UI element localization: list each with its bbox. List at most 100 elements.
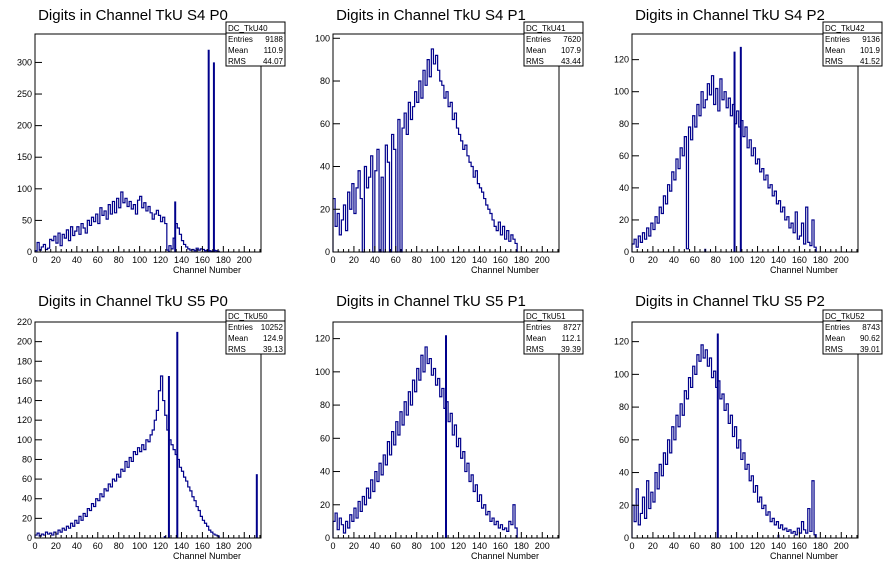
stats-box: DC_TkU40 Entries 9188 Mean 110.9 RMS 44.07	[225, 21, 286, 67]
y-tick-label: 20	[320, 204, 330, 214]
histogram-panel-3: Digits in Channel TkU S4 P2 0 20 40 60 80 100 1…	[614, 7, 883, 275]
x-tick-label: 180	[514, 541, 529, 551]
stats-rms-label: RMS	[526, 57, 544, 66]
stats-mean-value: 101.9	[860, 46, 881, 55]
stats-name: DC_TkU40	[228, 24, 268, 33]
x-tick-label: 20	[349, 255, 359, 265]
stats-entries-value: 8743	[862, 323, 880, 332]
x-tick-label: 100	[430, 255, 445, 265]
x-tick-label: 60	[391, 541, 401, 551]
x-tick-label: 100	[729, 541, 744, 551]
stats-mean-label: Mean	[825, 46, 845, 55]
x-tick-label: 140	[472, 255, 487, 265]
stats-box: DC_TkU52 Entries 8743 Mean 90.62 RMS 39.01	[822, 309, 883, 355]
x-tick-label: 80	[711, 255, 721, 265]
stats-box-frame	[523, 309, 584, 355]
histogram-series	[332, 48, 518, 253]
x-tick-label: 120	[153, 541, 168, 551]
stats-entries-label: Entries	[228, 323, 253, 332]
y-tick-label: 300	[17, 57, 32, 67]
chart-title: Digits in Channel TkU S4 P1	[336, 7, 526, 24]
y-tick-label: 80	[22, 454, 32, 464]
y-tick-label: 80	[619, 119, 629, 129]
x-tick-label: 60	[93, 255, 103, 265]
x-tick-label: 0	[32, 541, 37, 551]
x-axis-label: Channel Number	[471, 265, 539, 275]
y-tick-label: 20	[22, 513, 32, 523]
y-tick-label: 120	[614, 55, 629, 65]
x-tick-label: 120	[750, 255, 765, 265]
stats-mean-value: 107.9	[561, 46, 582, 55]
stats-box: DC_TkU51 Entries 8727 Mean 112.1 RMS 39.39	[523, 309, 584, 355]
y-tick-label: 100	[315, 33, 330, 43]
histogram-series	[631, 75, 817, 252]
y-tick-label: 250	[17, 89, 32, 99]
x-axis-label: Channel Number	[173, 265, 241, 275]
x-tick-label: 180	[514, 255, 529, 265]
x-tick-label: 20	[51, 541, 61, 551]
stats-mean-label: Mean	[526, 46, 546, 55]
stats-rms-label: RMS	[825, 57, 843, 66]
stats-entries-value: 7620	[563, 35, 581, 44]
y-tick-label: 60	[619, 151, 629, 161]
y-tick-label: 60	[320, 119, 330, 129]
stats-mean-label: Mean	[825, 334, 845, 343]
x-tick-label: 80	[412, 255, 422, 265]
x-tick-label: 20	[648, 255, 658, 265]
stats-box: DC_TkU42 Entries 9136 Mean 101.9 RMS 41.52	[822, 21, 883, 67]
y-tick-label: 180	[17, 356, 32, 366]
histogram-panel-6: Digits in Channel TkU S5 P2 0 20 40 60 80 100 1…	[614, 293, 883, 561]
stats-box-frame	[225, 21, 286, 67]
stats-entries-label: Entries	[526, 35, 551, 44]
x-tick-label: 60	[93, 541, 103, 551]
y-tick-label: 80	[320, 76, 330, 86]
x-tick-label: 200	[237, 541, 252, 551]
stats-box: DC_TkU50 Entries 10252 Mean 124.9 RMS 39.13	[225, 309, 286, 355]
histogram-panel-5: Digits in Channel TkU S5 P1 0 20 40 60 80 100 1…	[315, 293, 584, 561]
stats-name: DC_TkU50	[228, 312, 268, 321]
x-axis-label: Channel Number	[770, 265, 838, 275]
x-tick-label: 200	[535, 541, 550, 551]
chart-title: Digits in Channel TkU S5 P0	[38, 293, 228, 310]
x-tick-label: 180	[813, 255, 828, 265]
x-tick-label: 160	[792, 255, 807, 265]
y-tick-label: 200	[17, 121, 32, 131]
x-tick-label: 120	[153, 255, 168, 265]
x-tick-label: 0	[629, 541, 634, 551]
y-tick-label: 40	[320, 162, 330, 172]
x-tick-label: 180	[216, 255, 231, 265]
x-tick-label: 140	[174, 541, 189, 551]
y-tick-label: 200	[17, 337, 32, 347]
y-tick-label: 0	[624, 533, 629, 543]
y-tick-label: 0	[325, 247, 330, 257]
stats-rms-value: 39.01	[860, 345, 881, 354]
stats-entries-value: 8727	[563, 323, 581, 332]
stats-box-frame	[822, 21, 883, 67]
stats-rms-value: 41.52	[860, 57, 881, 66]
plot-frame	[631, 33, 859, 253]
histogram-panel-2: Digits in Channel TkU S4 P1 0 20 40 60 80 100 1…	[315, 7, 584, 275]
x-tick-label: 200	[834, 541, 849, 551]
stats-entries-value: 10252	[261, 323, 284, 332]
stats-entries-label: Entries	[228, 35, 253, 44]
stats-name: DC_TkU51	[526, 312, 566, 321]
y-tick-label: 40	[22, 494, 32, 504]
x-tick-label: 80	[412, 541, 422, 551]
x-tick-label: 60	[391, 255, 401, 265]
x-tick-label: 40	[72, 255, 82, 265]
histogram-panel-1: Digits in Channel TkU S4 P0 0 20 40 60 80 100 1…	[17, 7, 286, 275]
x-tick-label: 100	[132, 541, 147, 551]
histogram-panel-4: Digits in Channel TkU S5 P0 0 20 40 60 80 100 1…	[17, 293, 286, 561]
plot-frame	[34, 33, 262, 253]
stats-name: DC_TkU42	[825, 24, 865, 33]
x-tick-label: 20	[648, 541, 658, 551]
stats-box: DC_TkU41 Entries 7620 Mean 107.9 RMS 43.44	[523, 21, 584, 67]
stats-entries-label: Entries	[526, 323, 551, 332]
x-tick-label: 60	[690, 541, 700, 551]
x-tick-label: 40	[669, 541, 679, 551]
y-tick-label: 0	[624, 247, 629, 257]
stats-rms-value: 39.13	[263, 345, 284, 354]
stats-box-frame	[523, 21, 584, 67]
stats-mean-label: Mean	[228, 46, 248, 55]
